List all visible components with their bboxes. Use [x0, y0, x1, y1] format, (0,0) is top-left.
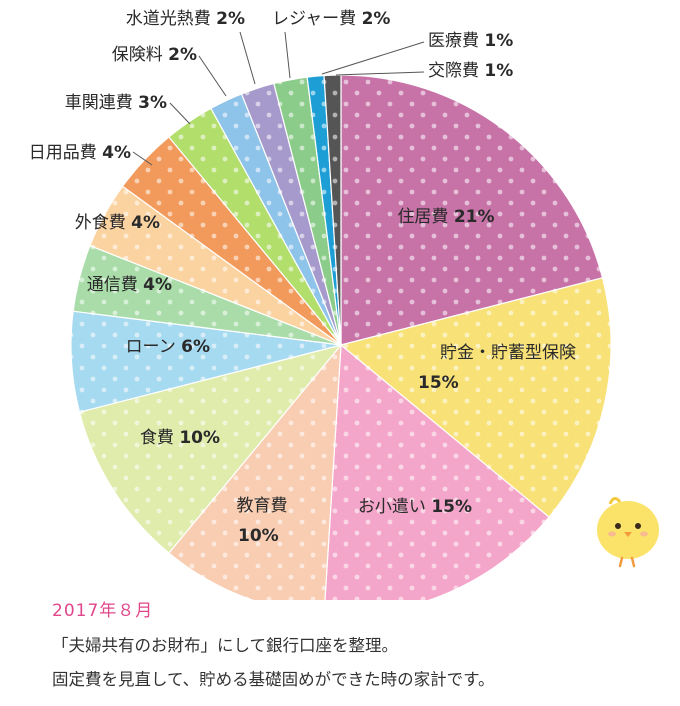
pie-slice-pattern [241, 83, 341, 345]
pie-slice-pattern [273, 77, 341, 345]
pie-slice-pattern [73, 245, 341, 345]
pie-slice-pattern [89, 186, 342, 345]
slice-label: 食費 10% [140, 428, 220, 448]
slice-label: ローン 6% [126, 337, 210, 357]
pie-slice-pattern [210, 93, 341, 346]
leader-line [321, 41, 425, 75]
pie-slice-pattern [324, 345, 550, 600]
pie-slice-pattern [168, 108, 341, 346]
slice-label: 住居費 21% [397, 207, 494, 227]
pie-slice-pattern [70, 311, 341, 413]
chick-icon [597, 497, 659, 568]
pie-slice-pattern [307, 75, 341, 345]
leader-line [284, 31, 291, 79]
pie-slice-pattern [341, 75, 603, 345]
slice-label: 日用品費 4% [29, 143, 131, 163]
slice-label: 教育費 [237, 496, 288, 516]
slice-label: 医療費 1% [428, 31, 513, 51]
leader-line [239, 31, 256, 85]
slice-label: 貯金・貯蓄型保険 [440, 343, 576, 363]
leader-line [132, 151, 153, 166]
slice-label: 外食費 4% [75, 213, 160, 233]
leader-line [335, 71, 425, 76]
slice-label: お小遣い 15% [358, 497, 472, 517]
pie-chart: 住居費 21% 貯金・貯蓄型保険 15% お小遣い 15% 教育費 10% 食費 10% ロー… [29, 9, 612, 600]
pie-slice-pattern [122, 136, 341, 345]
slice-label: 保険料 2% [112, 45, 197, 65]
pie-slice-pattern [324, 74, 341, 345]
caption-date: 2017年８月 [52, 601, 154, 621]
pie-slice-pattern [341, 277, 612, 518]
leader-line [198, 55, 227, 97]
caption-line-2: 固定費を見直して、貯める基礎固めができた時の家計です。 [52, 670, 495, 689]
slice-label: 水道光熱費 2% [126, 9, 245, 29]
caption-line-1: 「夫婦共有のお財布」にして銀行口座を整理。 [52, 636, 399, 655]
slice-label: 交際費 1% [428, 61, 513, 81]
leader-line [169, 102, 191, 125]
slice-label: 車関連費 3% [65, 93, 167, 113]
pie-slice-pattern [168, 345, 341, 600]
slice-percent: 15% [418, 373, 459, 393]
slice-label: 通信費 4% [87, 275, 172, 295]
slice-percent: 10% [238, 526, 279, 546]
pie-slice-pattern [79, 345, 341, 554]
slice-label: レジャー費 2% [272, 9, 390, 29]
